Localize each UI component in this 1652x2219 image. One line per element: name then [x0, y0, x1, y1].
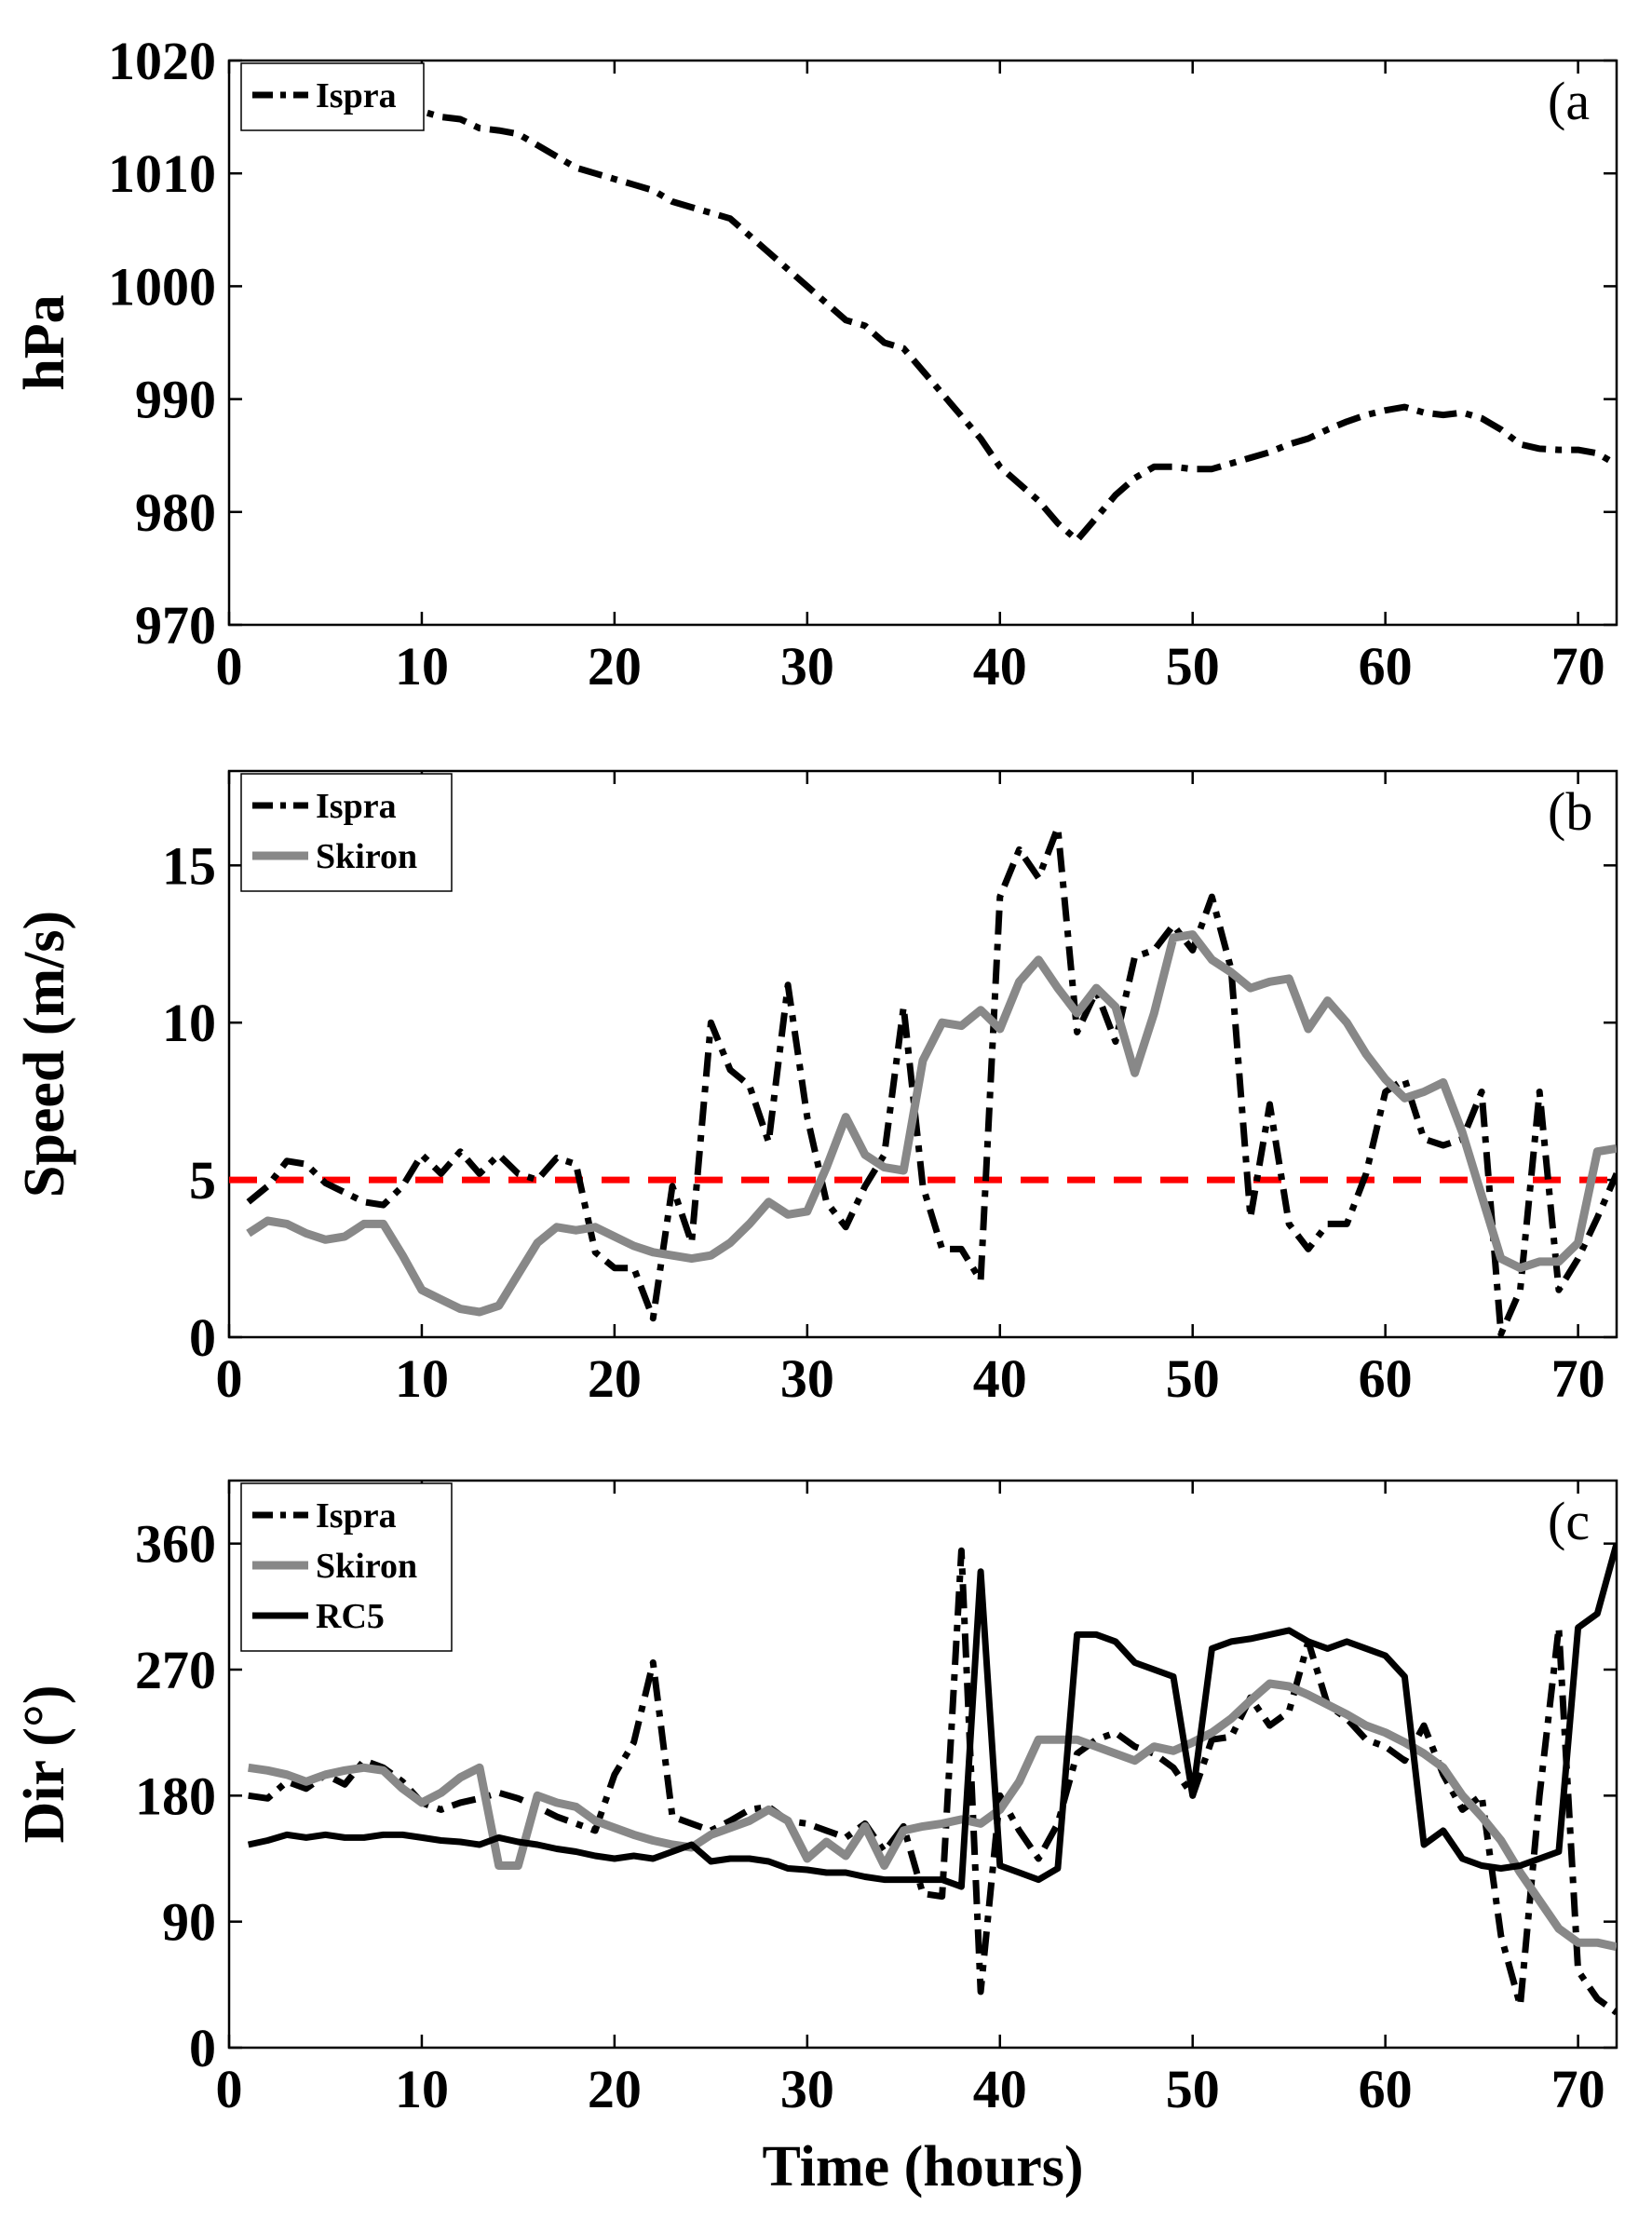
series-line-ispra [248, 90, 1617, 544]
x-tick-label: 50 [1166, 2059, 1220, 2119]
y-tick-label: 15 [162, 835, 216, 896]
y-tick-label: 1000 [108, 256, 216, 317]
x-tick-label: 70 [1551, 1348, 1605, 1409]
legend-box [240, 773, 453, 892]
y-axis-title: Dir (°) [13, 1685, 76, 1844]
y-tick-label: 10 [162, 993, 216, 1053]
x-tick-label: 10 [395, 2059, 449, 2119]
x-tick-label: 60 [1359, 1348, 1413, 1409]
legend-label-skiron: Skiron [316, 1547, 417, 1586]
x-tick-label: 50 [1166, 1348, 1220, 1409]
y-tick-label: 1020 [108, 31, 216, 91]
x-tick-label: 0 [216, 2059, 243, 2119]
x-axis-title: Time (hours) [762, 2135, 1083, 2199]
y-tick-label: 5 [189, 1150, 216, 1211]
y-tick-label: 0 [189, 2018, 216, 2078]
legend: Ispra Skiron RC5 [240, 1482, 453, 1652]
legend: Ispra Skiron [240, 773, 453, 892]
y-tick-label: 990 [135, 370, 216, 430]
x-tick-label: 30 [780, 2059, 834, 2119]
y-tick-label: 90 [162, 1892, 216, 1953]
y-tick-label: 980 [135, 482, 216, 543]
panel-letter: (c [1548, 1491, 1590, 1551]
x-tick-label: 60 [1359, 2059, 1413, 2119]
x-tick-label: 50 [1166, 636, 1220, 697]
panel-letter: (b [1548, 781, 1592, 842]
y-tick-label: 180 [135, 1766, 216, 1826]
legend: Ispra [240, 62, 425, 131]
series-line-rc5 [247, 1542, 1617, 1890]
x-tick-label: 40 [973, 636, 1027, 697]
series-line-skiron [246, 930, 1617, 1317]
x-tick-label: 20 [588, 636, 642, 697]
plot-frame [227, 59, 1618, 627]
x-tick-label: 60 [1359, 636, 1413, 697]
plot-area [248, 90, 1617, 544]
series-line-skiron [248, 1679, 1617, 1952]
panel-a: 0 10 20 30 40 50 60 70970980990100010101020hPa(… [13, 31, 1618, 697]
legend-label-ispra: Ispra [316, 787, 397, 826]
y-tick-label: 270 [135, 1640, 216, 1700]
plot-frame [227, 1479, 1618, 2050]
series-line-ispra [246, 824, 1617, 1337]
x-tick-label: 70 [1551, 2059, 1605, 2119]
legend-label-ispra: Ispra [316, 1496, 397, 1536]
x-tick-label: 10 [395, 636, 449, 697]
plot-area [229, 824, 1617, 1337]
y-tick-label: 970 [135, 595, 216, 656]
x-tick-label: 20 [588, 1348, 642, 1409]
y-axis-title: hPa [13, 294, 76, 390]
x-tick-label: 10 [395, 1348, 449, 1409]
y-tick-label: 360 [135, 1514, 216, 1575]
plot-frame [227, 769, 1618, 1339]
legend-label-rc5: RC5 [316, 1597, 385, 1636]
y-axis-title: Speed (m/s) [13, 911, 76, 1197]
panel-c: 0 10 20 30 40 50 60 70 0 90 180 270 360 Dir (°) Time (… [13, 1479, 1618, 2199]
legend-label-skiron: Skiron [316, 837, 417, 876]
legend-label-ispra: Ispra [316, 76, 397, 115]
plot-area [247, 1542, 1617, 2016]
x-tick-label: 0 [216, 636, 243, 697]
y-tick-label: 0 [189, 1307, 216, 1368]
x-tick-label: 40 [973, 2059, 1027, 2119]
x-tick-label: 40 [973, 1348, 1027, 1409]
x-tick-label: 0 [216, 1348, 243, 1409]
series-line-ispra [248, 1547, 1617, 2016]
x-tick-label: 30 [780, 636, 834, 697]
panel-letter: (a [1548, 71, 1590, 131]
panel-b: 0 10 20 30 40 50 60 70 0 5 10 15 Speed (m/s) (b Ispra S… [13, 769, 1618, 1409]
x-tick-label: 70 [1551, 636, 1605, 697]
x-tick-label: 30 [780, 1348, 834, 1409]
x-tick-label: 20 [588, 2059, 642, 2119]
y-tick-label: 1010 [108, 143, 216, 204]
